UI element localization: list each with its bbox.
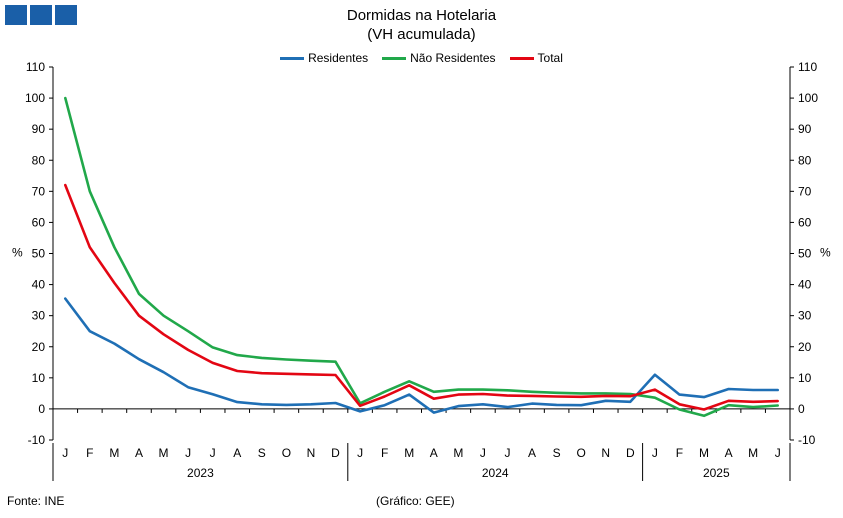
y-tick-label-right: 40 — [798, 278, 812, 292]
y-tick-label-right: 70 — [798, 184, 812, 198]
y-tick-label-right: -10 — [798, 433, 816, 447]
series-line-residentes — [64, 297, 780, 414]
x-tick-label: M — [404, 446, 414, 460]
year-label: 2025 — [703, 466, 730, 480]
y-tick-label-left: 70 — [32, 184, 46, 198]
x-tick-label: J — [357, 446, 363, 460]
y-tick-label-right: 50 — [798, 247, 812, 261]
logo-block-3 — [55, 5, 77, 25]
y-axis-title-left: % — [12, 246, 23, 260]
y-tick-label-left: 40 — [32, 278, 46, 292]
x-tick-label: M — [109, 446, 119, 460]
year-label: 2024 — [482, 466, 509, 480]
x-tick-label: J — [62, 446, 68, 460]
chart-title-line1: Dormidas na Hotelaria — [346, 7, 497, 24]
legend-label-total: Total — [537, 51, 563, 65]
y-tick-label-left: 30 — [32, 309, 46, 323]
y-tick-label-left: 60 — [32, 215, 46, 229]
logo-block-2 — [30, 5, 52, 25]
x-tick-label: D — [626, 446, 635, 460]
x-tick-label: J — [652, 446, 658, 460]
y-tick-label-left: 80 — [32, 153, 46, 167]
x-tick-label: J — [480, 446, 486, 460]
x-tick-label: N — [307, 446, 316, 460]
series-line-total — [64, 183, 780, 411]
logo-block-1 — [5, 5, 27, 25]
x-tick-label: M — [453, 446, 463, 460]
legend-item-residentes: Residentes — [280, 51, 368, 65]
y-tick-label-left: 90 — [32, 122, 46, 136]
y-tick-label-right: 10 — [798, 371, 812, 385]
y-tick-label-right: 30 — [798, 309, 812, 323]
y-tick-label-right: 100 — [798, 91, 818, 105]
y-tick-label-left: 110 — [26, 60, 45, 74]
x-tick-label: S — [553, 446, 561, 460]
legend-swatch-residentes — [280, 56, 305, 60]
y-tick-label-right: 0 — [798, 402, 805, 416]
y-tick-label-right: 20 — [798, 340, 812, 354]
x-tick-label: J — [504, 446, 510, 460]
x-tick-label: F — [676, 446, 683, 460]
y-tick-label-left: 10 — [32, 371, 46, 385]
y-tick-label-left: 50 — [32, 247, 46, 261]
y-tick-label-left: 100 — [25, 91, 45, 105]
x-tick-label: A — [528, 446, 536, 460]
x-tick-label: F — [381, 446, 388, 460]
x-tick-label: A — [725, 446, 733, 460]
x-tick-label: O — [282, 446, 291, 460]
source-note: Fonte: INE — [7, 494, 65, 508]
x-tick-label: J — [185, 446, 191, 460]
x-tick-label: N — [601, 446, 610, 460]
x-tick-label: M — [159, 446, 169, 460]
y-tick-label-left: 0 — [38, 402, 45, 416]
x-tick-label: J — [775, 446, 781, 460]
legend-item-nao-residentes: Não Residentes — [382, 51, 496, 65]
legend: Residentes Não Residentes Total — [0, 51, 843, 65]
x-tick-label: M — [748, 446, 758, 460]
x-tick-label: D — [331, 446, 340, 460]
y-tick-label-right: 90 — [798, 122, 812, 136]
y-tick-label-left: -10 — [28, 433, 46, 447]
y-tick-label-right: 110 — [798, 60, 817, 74]
y-tick-label-right: 60 — [798, 215, 812, 229]
chart-title-line2: (VH acumulada) — [367, 26, 476, 43]
chart-title: Dormidas na Hotelaria (VH acumulada) — [0, 6, 843, 44]
logo — [5, 5, 77, 25]
x-tick-label: F — [86, 446, 93, 460]
credit-note: (Gráfico: GEE) — [376, 494, 455, 508]
legend-item-total: Total — [509, 51, 563, 65]
x-tick-label: A — [233, 446, 241, 460]
legend-label-residentes: Residentes — [308, 51, 369, 65]
series-line-n-o-residentes — [64, 96, 780, 418]
year-label: 2023 — [187, 466, 214, 480]
x-tick-label: A — [430, 446, 438, 460]
x-tick-label: A — [135, 446, 143, 460]
legend-swatch-nao-residentes — [382, 56, 407, 60]
legend-label-nao-residentes: Não Residentes — [410, 51, 496, 65]
y-tick-label-right: 80 — [798, 153, 812, 167]
x-tick-label: O — [577, 446, 586, 460]
legend-swatch-total — [509, 56, 534, 60]
x-tick-label: S — [258, 446, 266, 460]
x-tick-label: J — [210, 446, 216, 460]
y-axis-title-right: % — [820, 246, 831, 260]
x-tick-label: M — [699, 446, 709, 460]
y-tick-label-left: 20 — [32, 340, 46, 354]
